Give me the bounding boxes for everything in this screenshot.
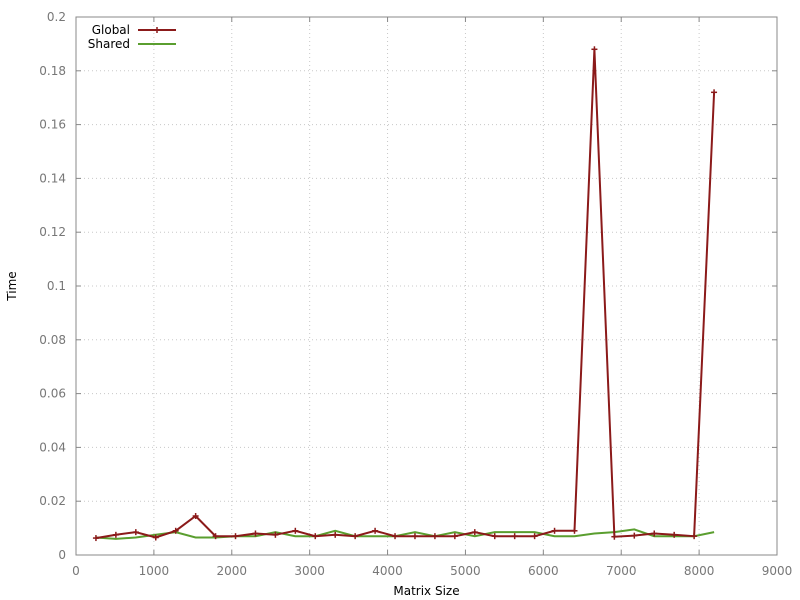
y-tick-label: 0.1 xyxy=(47,279,66,293)
data-point-global xyxy=(711,89,718,96)
y-tick-label: 0.02 xyxy=(39,494,66,508)
x-tick-label: 0 xyxy=(72,564,80,578)
series-lines xyxy=(92,46,718,542)
data-point-global xyxy=(451,533,458,540)
data-point-global xyxy=(292,527,299,534)
data-point-global xyxy=(332,531,339,538)
series-line-global xyxy=(95,49,716,540)
data-point-global xyxy=(232,533,239,540)
data-point-global xyxy=(172,527,179,534)
legend: Global Shared xyxy=(88,23,176,51)
legend-label-shared: Shared xyxy=(88,37,130,51)
y-axis-title: Time xyxy=(5,271,19,301)
data-point-global xyxy=(671,531,678,538)
x-tick-label: 8000 xyxy=(684,564,715,578)
data-point-global xyxy=(571,527,578,534)
data-point-global xyxy=(352,533,359,540)
x-tick-label: 3000 xyxy=(294,564,325,578)
data-point-global xyxy=(611,533,618,540)
y-tick-label: 0.04 xyxy=(39,440,66,454)
y-tick-label: 0.16 xyxy=(39,118,66,132)
data-point-global xyxy=(411,533,418,540)
data-point-global xyxy=(691,533,698,540)
data-point-global xyxy=(252,530,259,537)
y-tick-label: 0.14 xyxy=(39,171,66,185)
x-axis-title: Matrix Size xyxy=(393,584,459,598)
y-tick-label: 0.2 xyxy=(47,10,66,24)
x-tick-label: 7000 xyxy=(606,564,637,578)
data-point-global xyxy=(631,532,638,539)
data-point-global xyxy=(272,531,279,538)
data-point-global xyxy=(392,533,399,540)
data-point-global xyxy=(511,533,518,540)
data-point-global xyxy=(471,529,478,536)
data-point-global xyxy=(431,533,438,540)
plot-frame xyxy=(75,16,778,556)
data-point-global xyxy=(152,534,159,541)
x-tick-label: 5000 xyxy=(450,564,481,578)
y-tick-label: 0.18 xyxy=(39,64,66,78)
y-tick-label: 0.12 xyxy=(39,225,66,239)
data-point-global xyxy=(491,533,498,540)
data-point-global xyxy=(92,535,99,542)
x-tick-label: 2000 xyxy=(217,564,248,578)
data-point-global xyxy=(551,527,558,534)
series-line-shared xyxy=(95,528,715,540)
x-tick-label: 4000 xyxy=(372,564,403,578)
axis-ticks: 0 1000 2000 3000 4000 5000 6000 7000 8000 9000 0 0.… xyxy=(39,10,792,578)
grid-lines xyxy=(76,17,777,555)
data-point-global xyxy=(212,533,219,540)
y-tick-label: 0.06 xyxy=(39,387,66,401)
x-tick-label: 6000 xyxy=(528,564,559,578)
data-point-global xyxy=(372,527,379,534)
data-point-global xyxy=(651,530,658,537)
x-tick-label: 1000 xyxy=(139,564,170,578)
data-point-global xyxy=(531,533,538,540)
data-point-global xyxy=(591,46,598,53)
y-tick-label: 0 xyxy=(58,548,66,562)
y-tick-label: 0.08 xyxy=(39,333,66,347)
data-point-global xyxy=(132,529,139,536)
legend-label-global: Global xyxy=(92,23,130,37)
data-point-global xyxy=(112,531,119,538)
data-point-global xyxy=(312,533,319,540)
data-point-global xyxy=(192,512,199,519)
x-tick-label: 9000 xyxy=(762,564,793,578)
